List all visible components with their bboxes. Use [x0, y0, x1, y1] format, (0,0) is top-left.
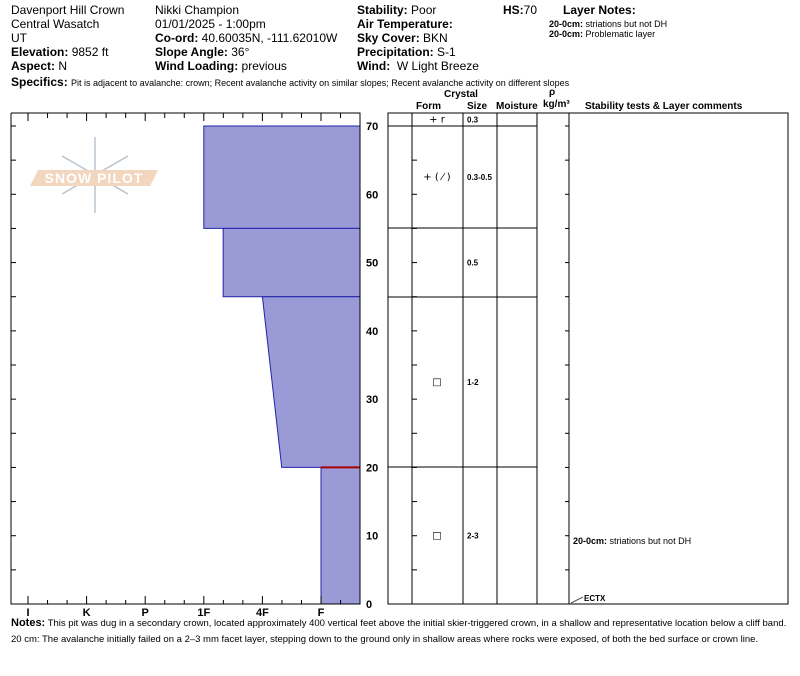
grain-size: 1-2 — [467, 378, 479, 387]
layer-comment: 20-0cm: striations but not DH — [573, 536, 691, 546]
depth-tick-label: 0 — [366, 599, 372, 611]
depth-tick-label: 50 — [366, 258, 378, 270]
state: UT — [11, 31, 27, 45]
comment-range: 20-0cm: — [573, 536, 610, 546]
stability-value: Poor — [411, 3, 437, 17]
precip: Precipitation: S-1 — [357, 45, 456, 59]
aspect-label: Aspect: — [11, 59, 56, 73]
hardness-layer — [203, 125, 361, 229]
stability-test-label: ECTX — [584, 594, 606, 603]
coord-value: 40.60035N, -111.62010W — [201, 31, 338, 45]
hardness-tick-label: K — [83, 607, 91, 619]
grain-form: □ — [432, 377, 441, 388]
coord: Co-ord: 40.60035N, -111.62010W — [155, 31, 337, 45]
comments-header: Stability tests & Layer comments — [585, 101, 743, 112]
sky-value: BKN — [423, 31, 448, 45]
elevation-label: Elevation: — [11, 45, 69, 59]
rho-header: ρ — [549, 87, 556, 98]
location: Davenport Hill Crown — [11, 3, 125, 17]
elevation-value: 9852 ft — [71, 45, 109, 59]
layer-note-text: striations but not DH — [585, 19, 668, 29]
logo-text: SNOW PILOT — [45, 170, 144, 186]
depth-tick-label: 10 — [366, 531, 378, 543]
layer-note-range: 20-0cm: — [549, 29, 584, 39]
test-pointer-arrow — [570, 596, 584, 604]
hs-value: 70 — [523, 3, 538, 17]
crystal-header: Crystal — [444, 89, 478, 100]
precip-label: Precipitation: — [357, 45, 434, 59]
hardness-tick-label: I — [26, 607, 29, 619]
hardness-tick-label: F — [318, 607, 325, 619]
observer: Nikki Champion — [155, 3, 240, 17]
notes-label: Notes: — [11, 617, 46, 629]
grain-form: □ — [432, 531, 441, 542]
grain-size: 0.3 — [467, 116, 479, 125]
specifics: Specifics: Pit is adjacent to avalanche:… — [11, 75, 569, 89]
hardness-layer — [222, 227, 361, 298]
depth-tick-label: 30 — [366, 394, 378, 406]
grain-form: + ( ⁄ ) — [423, 172, 450, 183]
sky-label: Sky Cover: — [357, 31, 420, 45]
hardness-tick-label: 4F — [256, 607, 269, 619]
grain-size: 2-3 — [467, 532, 479, 541]
wind-loading: Wind Loading: previous — [155, 59, 287, 73]
coord-label: Co-ord: — [155, 31, 199, 45]
aspect: Aspect: N — [11, 59, 67, 73]
layer-table-frame — [387, 112, 789, 605]
hardness-tick-label: P — [142, 607, 149, 619]
grain-form: + r — [429, 115, 446, 126]
slope: Slope Angle: 36° — [155, 45, 249, 59]
hs-label: HS: — [503, 3, 524, 17]
moisture-header: Moisture — [496, 101, 538, 112]
wind-loading-value: previous — [241, 59, 287, 73]
grain-size: 0.3-0.5 — [467, 173, 492, 182]
elevation: Elevation: 9852 ft — [11, 45, 108, 59]
logo-banner — [30, 170, 158, 186]
depth-tick-label: 60 — [366, 189, 378, 201]
hardness-layer — [261, 296, 361, 468]
chart-frame — [10, 112, 361, 605]
notes-text: This pit was dug in a secondary crown, l… — [11, 618, 787, 645]
notes: Notes: This pit was dug in a secondary c… — [11, 615, 791, 648]
hardness-layer — [320, 466, 361, 605]
depth-tick-label: 40 — [366, 326, 378, 338]
specifics-label: Specifics: — [11, 75, 68, 89]
stability-label: Stability: — [357, 3, 408, 17]
depth-tick-label: 20 — [366, 462, 378, 474]
range: Central Wasatch — [11, 17, 100, 31]
density-header: kg/m³ — [543, 99, 570, 110]
grain-size: 0.5 — [467, 259, 479, 268]
layer-note: 20-0cm: Problematic layer — [549, 29, 655, 40]
size-header: Size — [467, 101, 488, 112]
form-header: Form — [416, 101, 441, 112]
wind-value: W Light Breeze — [396, 59, 479, 73]
specifics-value: Pit is adjacent to avalanche: crown; Rec… — [71, 78, 570, 88]
slope-value: 36° — [231, 45, 250, 59]
stability: Stability: Poor — [357, 3, 436, 17]
precip-value: S-1 — [437, 45, 456, 59]
wind-loading-label: Wind Loading: — [155, 59, 239, 73]
slope-label: Slope Angle: — [155, 45, 228, 59]
layer-notes-label: Layer Notes: — [563, 3, 636, 17]
datetime: 01/01/2025 - 1:00pm — [155, 17, 266, 31]
wind: Wind: W Light Breeze — [357, 59, 479, 73]
layer-note: 20-0cm: striations but not DH — [549, 19, 667, 30]
sky: Sky Cover: BKN — [357, 31, 448, 45]
layer-note-range: 20-0cm: — [549, 19, 584, 29]
hs: HS:70 — [503, 3, 537, 17]
hardness-tick-label: 1F — [197, 607, 210, 619]
wind-label: Wind: — [357, 59, 391, 73]
layer-note-text: Problematic layer — [585, 29, 656, 39]
air-temp-label: Air Temperature: — [357, 17, 453, 31]
depth-tick-label: 70 — [366, 121, 378, 133]
comment-text: striations but not DH — [610, 536, 692, 546]
aspect-value: N — [58, 59, 68, 73]
